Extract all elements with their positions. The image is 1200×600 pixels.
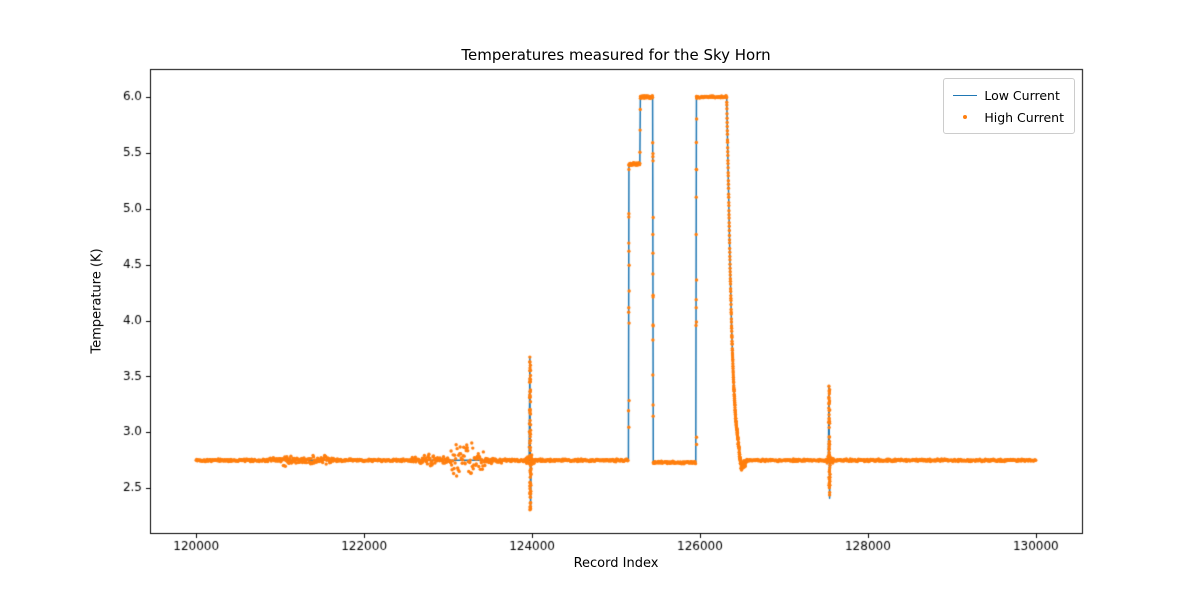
- x-axis-label: Record Index: [573, 556, 659, 571]
- legend-entry-high-current: High Current: [953, 106, 1064, 128]
- low-current-line-swatch: [953, 94, 978, 96]
- high-current-dot-swatch: [953, 115, 977, 119]
- dot-sample-icon: [963, 115, 968, 119]
- legend-label-high-current: High Current: [984, 109, 1064, 125]
- line-sample-icon: [953, 94, 978, 96]
- legend-entry-low-current: Low Current: [953, 84, 1064, 106]
- legend-label-low-current: Low Current: [984, 87, 1060, 103]
- legend: Low Current High Current: [943, 78, 1075, 134]
- y-axis-label: Temperature (K): [89, 248, 105, 354]
- chart-title: Temperatures measured for the Sky Horn: [461, 46, 771, 64]
